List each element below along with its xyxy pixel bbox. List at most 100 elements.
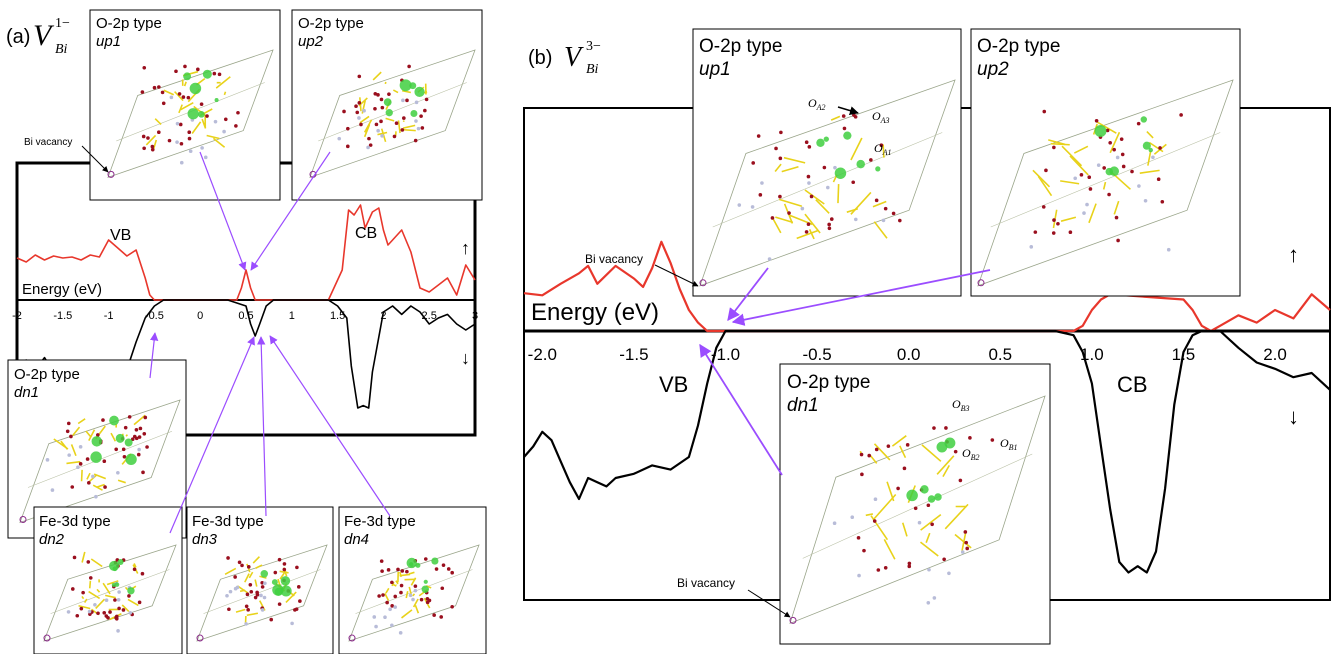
panel-a-vb-label: VB (110, 227, 131, 244)
bond (865, 513, 874, 517)
bond (385, 117, 395, 122)
oxygen-atom (205, 114, 209, 118)
metal-atom (169, 95, 174, 100)
oxygen-atom (964, 540, 968, 545)
bond (224, 567, 237, 575)
oxygen-atom (236, 110, 240, 115)
panel-b-tick-labels: -2.0 -1.5 -1.0 -0.5 0.0 0.5 1.0 1.5 2.0 (528, 345, 1287, 364)
charge-density-lobe (875, 166, 881, 172)
structure-image (699, 79, 956, 287)
bond (88, 590, 101, 600)
bond (883, 538, 896, 560)
oxygen-atom (121, 608, 126, 612)
oxygen-atom (87, 481, 91, 485)
oxygen-atom (102, 459, 107, 464)
metal-atom (175, 140, 179, 144)
bond (872, 200, 887, 208)
oxygen-atom (114, 616, 119, 621)
charge-density-lobe (385, 109, 393, 117)
bond (279, 570, 289, 574)
oxygen-atom (233, 575, 237, 579)
panel-a-cb-label: CB (355, 225, 377, 242)
oxygen-atom (226, 556, 230, 560)
panel-b-defect-symbol: V (564, 42, 584, 73)
oxygen-atom (1114, 215, 1119, 220)
metal-atom (116, 629, 120, 633)
oxygen-atom (841, 114, 846, 118)
oxygen-atom (758, 193, 763, 197)
oxygen-atom (856, 536, 861, 540)
structure-image (196, 544, 328, 642)
bond (244, 573, 250, 583)
unit-cell-outline (789, 395, 1046, 625)
metal-atom (225, 593, 229, 598)
oxygen-atom (101, 418, 105, 422)
bi-vacancy-label-a: Bi vacancy (24, 137, 72, 148)
oxygen-atom (396, 567, 400, 572)
inset-subtitle: dn4 (344, 531, 369, 548)
x-tick-label: 0 (197, 310, 203, 322)
bond (72, 426, 81, 437)
charge-density-lobe (1105, 167, 1114, 176)
panel-a-spin-up-arrow: ↑ (461, 238, 470, 258)
charge-density-lobe (906, 489, 918, 502)
metal-atom (175, 121, 180, 126)
oxygen-atom (425, 600, 430, 605)
oxygen-atom (779, 130, 783, 135)
bond (1148, 141, 1164, 153)
bond (255, 564, 263, 569)
bi-vacancy-pointer-b-up (654, 264, 699, 287)
inset-title: O-2p type (699, 36, 782, 57)
oxygen-atom (879, 143, 884, 148)
metal-atom (87, 609, 92, 614)
oxygen-atom (377, 594, 381, 598)
oxygen-atom (413, 584, 418, 588)
bond (178, 104, 183, 114)
bond (920, 514, 942, 531)
inset-title: O-2p type (14, 366, 80, 383)
charge-density-lobe (127, 587, 135, 595)
oxygen-atom (441, 563, 446, 567)
bond (96, 588, 101, 593)
metal-atom (117, 590, 121, 594)
charge-density-lobe (280, 585, 292, 597)
charge-density-lobe (383, 98, 392, 107)
metal-atom (78, 445, 83, 449)
oxygen-atom (913, 506, 918, 511)
oxygen-atom (1041, 205, 1046, 209)
oxygen-atom (255, 590, 259, 595)
bond (88, 429, 96, 441)
oxygen-atom (157, 130, 161, 135)
bond (235, 608, 246, 613)
bond (804, 189, 825, 205)
atom-label-ob2: OB2 (962, 446, 980, 462)
charge-density-lobe (1140, 116, 1148, 123)
bond (395, 580, 399, 585)
oxygen-atom (134, 428, 139, 432)
oxygen-atom (872, 519, 877, 523)
charge-density-lobe (187, 108, 199, 120)
oxygen-atom (1042, 109, 1047, 114)
pointer-b-dn1 (699, 343, 783, 476)
charge-density-lobe (280, 576, 291, 586)
oxygen-atom (883, 565, 888, 570)
bond (921, 444, 942, 462)
oxygen-atom (385, 600, 389, 605)
bond (1146, 131, 1154, 139)
metal-atom (390, 623, 394, 628)
oxygen-atom (88, 612, 92, 616)
bond (86, 472, 91, 480)
bond (133, 414, 146, 426)
bond (81, 595, 85, 600)
unit-cell-edge (990, 132, 1221, 228)
oxygen-atom (804, 140, 809, 145)
oxygen-atom (778, 194, 782, 199)
metal-atom (932, 596, 937, 600)
bond (372, 71, 382, 81)
bond (78, 604, 91, 610)
oxygen-atom (1079, 173, 1084, 177)
oxygen-atom (260, 580, 264, 585)
bond (206, 134, 220, 140)
x-tick-label: 0.0 (897, 345, 921, 364)
oxygen-atom (114, 447, 119, 452)
